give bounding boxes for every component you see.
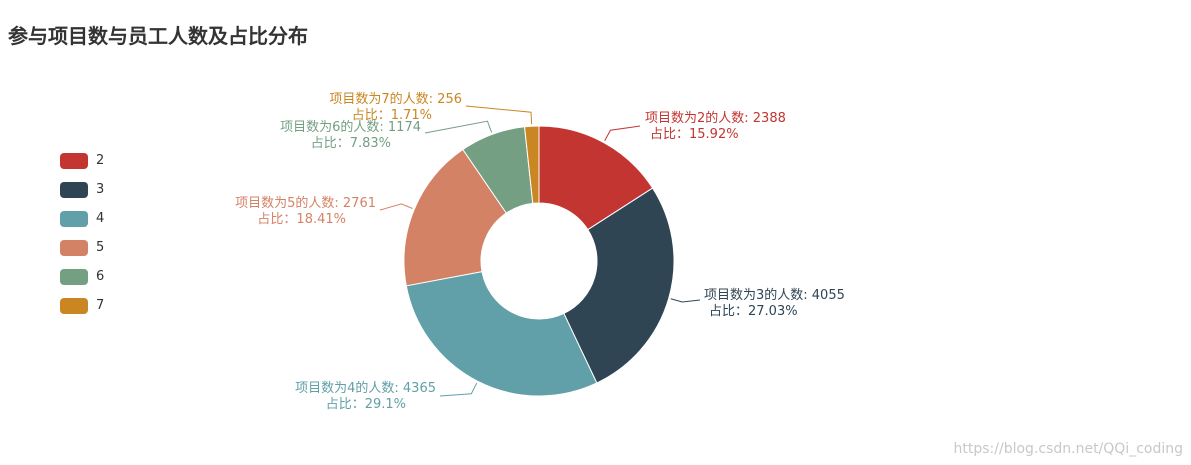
pie-slice-7[interactable] xyxy=(523,125,540,204)
pie-slice-5[interactable] xyxy=(403,148,507,287)
label-leader-line xyxy=(604,125,641,142)
legend-item-3[interactable]: 3 xyxy=(60,175,104,204)
slice-percent-label: 占比：29.1% xyxy=(326,397,406,412)
legend-label: 6 xyxy=(96,269,105,284)
legend-label: 3 xyxy=(96,182,105,197)
slice-percent-label: 占比：15.92% xyxy=(650,127,739,142)
label-leader-line xyxy=(424,120,493,134)
pie-slice-3[interactable] xyxy=(563,187,675,384)
legend-item-4[interactable]: 4 xyxy=(60,204,104,233)
legend-swatch xyxy=(60,297,88,314)
legend-swatch xyxy=(60,181,88,198)
slice-percent-label: 占比：1.71% xyxy=(352,108,432,123)
slice-count-label: 项目数为6的人数: 1174 xyxy=(280,119,421,135)
slice-count-label: 项目数为5的人数: 2761 xyxy=(235,195,376,211)
slice-count-label: 项目数为2的人数: 2388 xyxy=(645,110,786,126)
label-leader-line xyxy=(439,382,478,397)
slice-percent-label: 占比：7.83% xyxy=(311,136,391,151)
slice-count-label: 项目数为4的人数: 4365 xyxy=(295,380,436,396)
legend-swatch xyxy=(60,210,88,227)
label-leader-line xyxy=(465,105,533,125)
legend-label: 5 xyxy=(96,240,105,255)
legend-label: 2 xyxy=(96,153,105,168)
legend-swatch xyxy=(60,152,88,169)
label-leader-line xyxy=(379,203,413,211)
slice-count-label: 项目数为3的人数: 4055 xyxy=(704,287,845,303)
slice-percent-label: 占比：18.41% xyxy=(257,212,346,227)
legend-swatch xyxy=(60,239,88,256)
label-leader-line xyxy=(670,298,701,303)
pie-slice-4[interactable] xyxy=(405,271,598,397)
legend-item-7[interactable]: 7 xyxy=(60,291,104,320)
legend-item-5[interactable]: 5 xyxy=(60,233,104,262)
legend-item-6[interactable]: 6 xyxy=(60,262,104,291)
legend-swatch xyxy=(60,268,88,285)
slice-count-label: 项目数为7的人数: 256 xyxy=(329,91,462,107)
legend-item-2[interactable]: 2 xyxy=(60,146,104,175)
watermark: https://blog.csdn.net/QQi_coding xyxy=(953,441,1183,457)
slice-percent-label: 占比：27.03% xyxy=(709,304,798,319)
legend-label: 4 xyxy=(96,211,105,226)
chart-title: 参与项目数与员工人数及占比分布 xyxy=(8,24,308,48)
legend-label: 7 xyxy=(96,298,105,313)
legend: 2 3 4 5 6 7 xyxy=(60,146,104,320)
